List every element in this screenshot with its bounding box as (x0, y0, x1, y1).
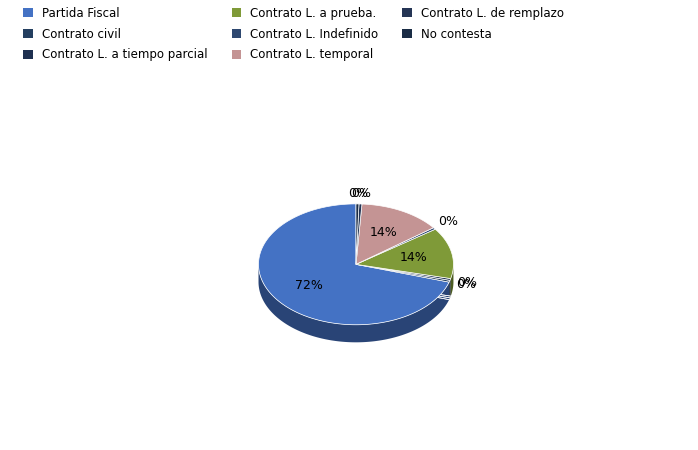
Polygon shape (450, 279, 451, 298)
Polygon shape (258, 265, 449, 342)
Polygon shape (356, 204, 359, 264)
Text: 0%: 0% (351, 187, 371, 200)
Text: 0%: 0% (348, 187, 368, 199)
Polygon shape (356, 264, 451, 280)
Polygon shape (356, 204, 362, 264)
Legend: Partida Fiscal, Contrato civil, Contrato L. a tiempo parcial, Contrato L. a prue: Partida Fiscal, Contrato civil, Contrato… (20, 4, 567, 65)
Text: 0%: 0% (457, 276, 477, 289)
Polygon shape (356, 228, 436, 264)
Polygon shape (356, 204, 433, 264)
Polygon shape (356, 264, 450, 282)
Text: 14%: 14% (370, 226, 397, 239)
Polygon shape (451, 264, 454, 296)
Text: 72%: 72% (295, 279, 323, 292)
Text: 0%: 0% (438, 216, 459, 229)
Polygon shape (449, 280, 450, 300)
Polygon shape (356, 229, 454, 279)
Text: 0%: 0% (456, 278, 477, 291)
Polygon shape (258, 204, 449, 325)
Text: 14%: 14% (399, 251, 427, 264)
